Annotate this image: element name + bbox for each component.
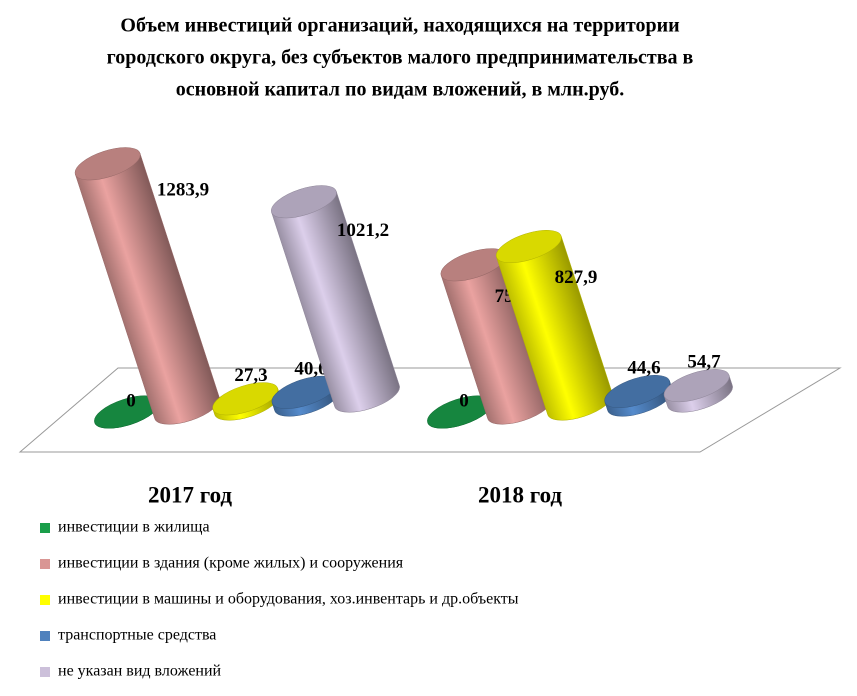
chart-title: основной капитал по видам вложений, в мл… [176,79,625,101]
cylinder [271,185,400,413]
cylinder-top [495,230,562,263]
cylinder [604,375,673,417]
cylinder [74,147,220,425]
cylinder-body [271,190,400,413]
cylinder-top [212,382,279,416]
legend-swatch [40,523,50,533]
chart-title: Объем инвестиций организаций, находящихс… [120,15,679,37]
legend-swatch [40,631,50,641]
value-label: 0 [459,390,469,411]
value-label: 44,6 [627,357,660,378]
cylinder [663,369,733,413]
value-label: 0 [126,390,136,411]
cylinder-top [604,375,671,408]
legend-swatch [40,559,50,569]
cylinder-top [74,147,141,181]
chart-title: городского округа, без субъектов малого … [107,47,694,69]
legend-label: инвестиции в машины и оборудования, хоз.… [58,591,519,608]
category-label: 2017 год [148,482,232,507]
value-label: 40,0 [294,358,327,379]
legend-swatch [40,595,50,605]
legend-label: не указан вид вложений [58,663,222,680]
legend-swatch [40,667,50,677]
value-label: 827,9 [555,267,598,288]
legend-label: инвестиции в здания (кроме жилых) и соор… [58,555,404,572]
cylinder-top [663,369,730,403]
cylinder-top [271,185,337,219]
category-label: 2018 год [478,482,562,507]
legend-label: инвестиции в жилища [58,519,210,536]
value-label: 27,3 [234,365,267,386]
legend-label: транспортные средства [58,627,216,644]
value-label: 1021,2 [337,220,389,241]
value-label: 54,7 [687,351,721,372]
value-label: 1283,9 [157,180,209,201]
